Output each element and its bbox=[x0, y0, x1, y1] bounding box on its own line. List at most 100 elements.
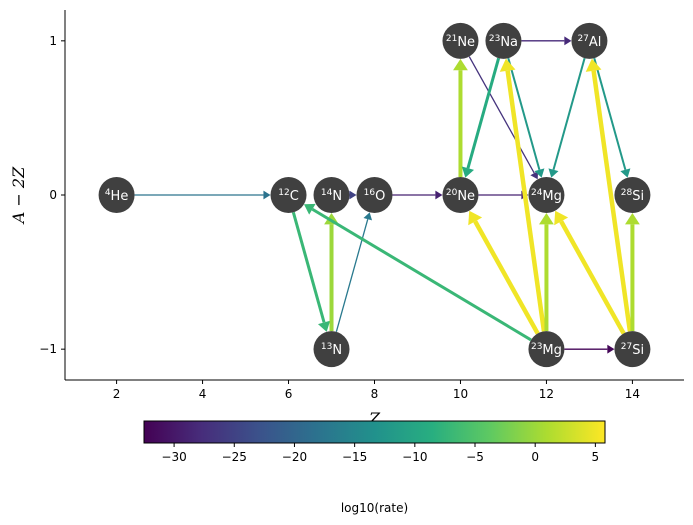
y-tick-label: 1 bbox=[49, 34, 57, 48]
reaction-arrow-shaft bbox=[505, 70, 547, 332]
reaction-arrow-head bbox=[435, 190, 443, 200]
reaction-arrow-head bbox=[539, 213, 554, 225]
colorbar-tick-label: −10 bbox=[402, 450, 427, 464]
nuclide-node-circle bbox=[442, 22, 479, 59]
reaction-arrow-shaft bbox=[591, 70, 633, 332]
reaction-arrow-head bbox=[607, 344, 615, 354]
reaction-arrow-Mg23-Si27 bbox=[564, 344, 615, 354]
reaction-arrow-Na23-Ne20 bbox=[461, 57, 501, 178]
colorbar-tick-label: 0 bbox=[531, 450, 539, 464]
reaction-arrow-head bbox=[620, 168, 631, 178]
reaction-arrow-C12-N13 bbox=[291, 211, 331, 332]
reaction-arrow-shaft bbox=[552, 57, 586, 171]
nuclide-node-circle bbox=[442, 177, 479, 213]
nuclide-node-circle bbox=[614, 331, 651, 368]
reaction-arrow-Mg23-Mg24 bbox=[539, 213, 554, 332]
nuclide-node-circle bbox=[528, 331, 565, 368]
reaction-arrow-Al27-Si28 bbox=[593, 57, 631, 178]
reaction-arrow-shaft bbox=[335, 218, 369, 333]
colorbar-label: log10(rate) bbox=[341, 501, 408, 515]
nuclide-node-Na23: 23Na bbox=[485, 22, 522, 59]
nuclide-node-circle bbox=[313, 331, 350, 368]
nuclide-label: 16O bbox=[364, 188, 386, 204]
nuclide-node-circle bbox=[98, 177, 135, 213]
reaction-arrow-shaft bbox=[466, 57, 501, 169]
reaction-arrow-shaft bbox=[473, 220, 540, 335]
reaction-arrow-head bbox=[534, 168, 545, 178]
colorbar-tick-label: 5 bbox=[592, 450, 600, 464]
reaction-arrow-head bbox=[554, 210, 569, 226]
nuclide-label: 24Mg bbox=[531, 188, 562, 204]
colorbar-tick-label: −5 bbox=[466, 450, 484, 464]
x-tick-label: 2 bbox=[113, 387, 121, 401]
reaction-arrow-head bbox=[363, 212, 373, 221]
reaction-arrow-shaft bbox=[507, 57, 541, 171]
reaction-arrow-N14-O16 bbox=[349, 190, 357, 200]
reaction-arrow-Si27-Mg24 bbox=[554, 210, 626, 335]
reaction-arrow-shaft bbox=[311, 207, 532, 342]
nuclide-node-N14: 14N bbox=[313, 177, 350, 213]
reaction-arrow-head bbox=[564, 36, 572, 46]
nuclide-label: 28Si bbox=[621, 188, 644, 204]
nuclide-label: 21Ne bbox=[446, 34, 475, 50]
nuclide-node-Mg24: 24Mg bbox=[528, 177, 565, 213]
reaction-arrow-head bbox=[548, 168, 559, 178]
reaction-arrow-O16-Ne20 bbox=[392, 190, 443, 200]
reaction-arrow-Na23-Mg24 bbox=[507, 57, 545, 178]
nuclide-label: 23Mg bbox=[531, 342, 562, 358]
y-axis-label: A − 2Z bbox=[9, 166, 28, 225]
nuclide-node-circle bbox=[571, 22, 608, 59]
reaction-arrow-head bbox=[625, 213, 640, 225]
nuclide-label: 20Ne bbox=[446, 188, 475, 204]
x-tick-label: 8 bbox=[371, 387, 379, 401]
reaction-arrow-Mg23-C12 bbox=[303, 203, 532, 342]
nuclide-node-Al27: 27Al bbox=[571, 22, 608, 59]
colorbar-tick-label: −25 bbox=[222, 450, 247, 464]
nuclide-label: 4He bbox=[105, 188, 129, 204]
nuclide-node-circle bbox=[313, 177, 350, 213]
colorbar-gradient bbox=[143, 420, 606, 444]
reaction-arrow-head bbox=[499, 58, 516, 72]
nuclide-node-C12: 12C bbox=[270, 177, 307, 213]
reaction-arrow-He4-C12 bbox=[134, 190, 271, 200]
nuclide-label: 27Si bbox=[621, 342, 644, 358]
colorbar-tick-label: −30 bbox=[161, 450, 186, 464]
nuclide-node-circle bbox=[485, 22, 522, 59]
reaction-arrow-head bbox=[317, 320, 331, 332]
reaction-arrow-head bbox=[263, 190, 271, 200]
nuclide-node-Si28: 28Si bbox=[614, 177, 651, 213]
reaction-arrow-head bbox=[303, 203, 316, 215]
x-tick-label: 10 bbox=[453, 387, 468, 401]
nuclide-label: 27Al bbox=[577, 34, 601, 50]
nuclide-label: 13N bbox=[321, 342, 342, 358]
reaction-arrow-shaft bbox=[593, 57, 627, 171]
reaction-arrow-shaft bbox=[468, 56, 535, 174]
reaction-arrow-head bbox=[585, 58, 602, 72]
nuclide-label: 23Na bbox=[489, 34, 518, 50]
reaction-arrow-Ne21-Mg24 bbox=[468, 56, 539, 180]
nuclide-node-Si27: 27Si bbox=[614, 331, 651, 368]
reaction-arrow-Mg23-Ne20 bbox=[468, 210, 540, 335]
nuclide-node-Ne21: 21Ne bbox=[442, 22, 479, 59]
nuclide-node-N13: 13N bbox=[313, 331, 350, 368]
nuclide-label: 12C bbox=[278, 188, 299, 204]
reaction-arrow-Mg23-Na23 bbox=[499, 58, 547, 332]
reaction-arrow-Ne20-Ne21 bbox=[453, 58, 468, 177]
reaction-arrow-head bbox=[453, 58, 468, 71]
nuclide-node-He4: 4He bbox=[98, 177, 135, 213]
nuclide-node-circle bbox=[356, 177, 393, 213]
colorbar: −30 −25 −20 −15 −10 −5 0 5 log10(rate) bbox=[143, 420, 606, 515]
nuclide-node-Mg23: 23Mg bbox=[528, 331, 565, 368]
reaction-arrow-N13-N14 bbox=[324, 213, 339, 332]
x-tick-label: 6 bbox=[285, 387, 293, 401]
reaction-arrow-head bbox=[530, 170, 539, 180]
reaction-arrow-N13-O16 bbox=[335, 212, 373, 333]
x-tick-label: 14 bbox=[625, 387, 640, 401]
reaction-arrow-Si27-Si28 bbox=[625, 213, 640, 332]
nuclide-node-circle bbox=[528, 177, 565, 213]
x-tick-label: 4 bbox=[199, 387, 207, 401]
y-tick-label: −1 bbox=[39, 342, 57, 356]
nuclide-node-Ne20: 20Ne bbox=[442, 177, 479, 213]
